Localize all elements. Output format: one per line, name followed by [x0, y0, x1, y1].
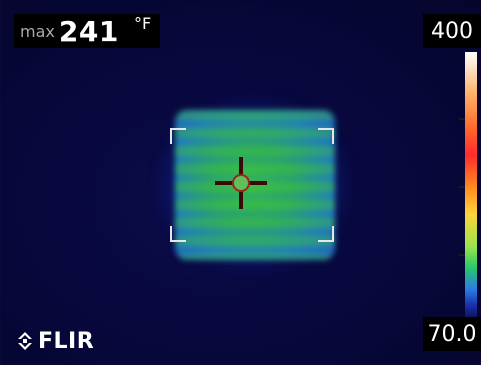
max-value: 241	[58, 14, 119, 48]
crosshair-icon	[215, 157, 267, 209]
scale-max-value: 400	[423, 14, 481, 48]
measurement-box-corner-top-left	[170, 128, 186, 144]
colorbar-tick	[459, 118, 465, 120]
temperature-unit: °F	[134, 14, 152, 33]
measurement-box-corner-bottom-left	[170, 226, 186, 242]
temperature-colorbar	[465, 52, 477, 322]
max-label: max	[20, 21, 55, 41]
crosshair-center-ring	[232, 174, 250, 192]
colorbar-tick	[459, 254, 465, 256]
flir-logo: FLIR	[14, 327, 94, 355]
max-temperature-readout: max 241	[14, 14, 160, 48]
measurement-box-corner-bottom-right	[318, 226, 334, 242]
colorbar-tick	[459, 186, 465, 188]
hot-object	[175, 110, 335, 260]
flir-logo-text: FLIR	[38, 328, 95, 354]
scale-min-value: 70.0	[423, 317, 481, 351]
flir-mark-icon	[14, 330, 36, 352]
measurement-box-corner-top-right	[318, 128, 334, 144]
